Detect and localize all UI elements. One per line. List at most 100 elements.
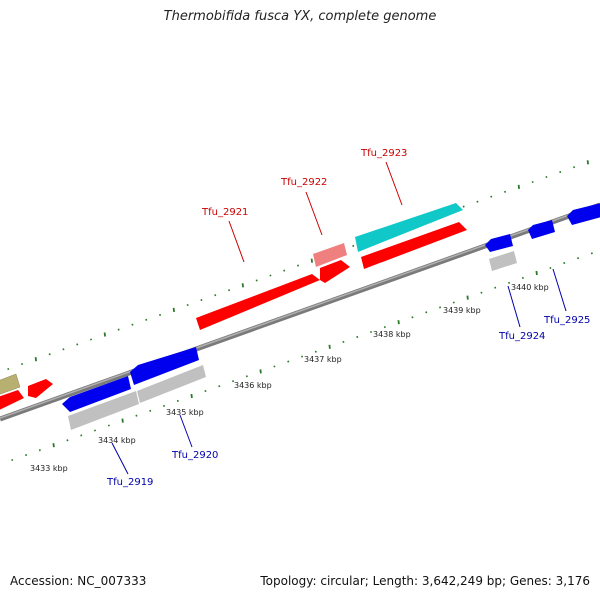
- minor-tick: [200, 299, 203, 302]
- gene-label[interactable]: Tfu_2923: [360, 148, 407, 159]
- minor-tick: [573, 166, 576, 169]
- minor-tick: [545, 175, 548, 179]
- minor-tick: [21, 363, 24, 366]
- leader-tfu-2924: [507, 285, 521, 328]
- major-tick: [121, 418, 124, 423]
- feature-tfu-2920[interactable]: [130, 347, 199, 385]
- minor-tick: [425, 311, 428, 314]
- minor-tick: [25, 454, 28, 457]
- minus-strand-features: [62, 202, 600, 430]
- minor-tick: [135, 414, 138, 417]
- scale-label: 3440 kbp: [511, 283, 549, 292]
- minor-tick: [494, 286, 497, 289]
- minor-tick: [176, 399, 179, 402]
- major-tick: [34, 357, 37, 362]
- feature-blue-edge[interactable]: [567, 202, 600, 225]
- genome-summary-text: Topology: circular; Length: 3,642,249 bp…: [260, 574, 590, 588]
- minor-tick: [342, 340, 345, 343]
- minor-tick: [228, 289, 231, 292]
- minor-tick: [80, 434, 83, 437]
- major-tick: [466, 295, 469, 300]
- minor-tick: [301, 355, 304, 358]
- major-tick: [397, 320, 400, 325]
- gene-label[interactable]: Tfu_2922: [280, 177, 327, 188]
- accession-text: Accession: NC_007333: [10, 574, 147, 588]
- minor-tick: [117, 328, 120, 331]
- scale-label: 3439 kbp: [443, 306, 481, 315]
- minor-tick: [269, 274, 272, 277]
- leader-tfu-2923: [385, 161, 403, 206]
- minor-tick: [66, 439, 69, 442]
- minor-tick: [297, 264, 300, 267]
- minor-tick: [462, 205, 465, 208]
- major-tick: [103, 332, 106, 337]
- outer-tick-ring: [7, 160, 589, 371]
- gene-label[interactable]: Tfu_2920: [171, 450, 218, 461]
- major-tick: [517, 184, 520, 190]
- minor-tick: [508, 281, 511, 284]
- minor-tick: [163, 404, 166, 407]
- feature-tfu-2919[interactable]: [62, 376, 131, 412]
- minor-tick: [186, 303, 189, 307]
- minor-tick: [149, 409, 152, 412]
- minor-tick: [383, 326, 386, 329]
- feature-gray-2[interactable]: [137, 365, 206, 403]
- minor-tick: [38, 449, 41, 452]
- minor-tick: [218, 385, 221, 388]
- minor-tick: [480, 291, 483, 294]
- inner-tick-ring: [11, 252, 593, 462]
- minor-tick: [577, 257, 580, 260]
- feature-tfu-2924[interactable]: [485, 234, 513, 252]
- feature-red-edge[interactable]: [0, 390, 24, 412]
- feature-red-small-left[interactable]: [28, 379, 53, 398]
- feature-tfu-2921[interactable]: [196, 274, 320, 330]
- minor-tick: [490, 195, 493, 198]
- minor-tick: [94, 429, 97, 432]
- minor-tick: [452, 301, 455, 304]
- gene-labels: Tfu_2919 Tfu_2920 Tfu_2921 Tfu_2922 Tfu_…: [106, 148, 590, 488]
- minor-tick: [214, 294, 217, 297]
- feature-tfu-2925[interactable]: [528, 220, 555, 239]
- gene-label[interactable]: Tfu_2925: [543, 315, 590, 326]
- feature-gray-2924[interactable]: [489, 251, 517, 271]
- major-tick: [328, 344, 331, 349]
- gene-label[interactable]: Tfu_2919: [106, 477, 153, 488]
- minor-tick: [7, 367, 10, 371]
- minor-tick: [273, 365, 276, 368]
- scale-label: 3434 kbp: [98, 436, 136, 445]
- major-tick: [535, 270, 538, 276]
- minor-tick: [145, 318, 148, 321]
- gene-label[interactable]: Tfu_2921: [201, 207, 248, 218]
- minor-tick: [107, 424, 110, 427]
- minor-tick: [549, 266, 552, 270]
- minor-tick: [411, 316, 414, 319]
- feature-tfu-2922-a[interactable]: [320, 260, 350, 283]
- feature-tfu-2923[interactable]: [355, 203, 463, 252]
- feature-tfu-2922[interactable]: [313, 243, 347, 267]
- minor-tick: [76, 343, 79, 346]
- minor-tick: [439, 306, 442, 309]
- minor-tick: [48, 353, 51, 356]
- gene-leaders: [111, 161, 567, 475]
- feature-gray-1[interactable]: [68, 391, 139, 430]
- minor-tick: [90, 338, 93, 341]
- minor-tick: [563, 262, 566, 265]
- gene-label[interactable]: Tfu_2924: [498, 331, 545, 342]
- major-tick: [310, 258, 313, 263]
- leader-tfu-2922: [305, 191, 323, 236]
- plus-strand-features: [0, 203, 467, 412]
- leader-tfu-2921: [228, 220, 245, 263]
- scale-label: 3433 kbp: [30, 464, 68, 473]
- map-title: Thermobifida fusca YX, complete genome: [163, 9, 437, 24]
- leader-tfu-2920: [179, 414, 193, 448]
- minor-tick: [352, 244, 355, 248]
- major-tick: [190, 393, 193, 399]
- minor-tick: [531, 180, 534, 184]
- minor-tick: [356, 335, 359, 339]
- minor-tick: [283, 269, 286, 272]
- feature-red-2923b[interactable]: [361, 222, 467, 269]
- feature-olive[interactable]: [0, 373, 21, 396]
- leader-tfu-2919: [111, 442, 129, 475]
- scale-label: 3436 kbp: [234, 381, 272, 390]
